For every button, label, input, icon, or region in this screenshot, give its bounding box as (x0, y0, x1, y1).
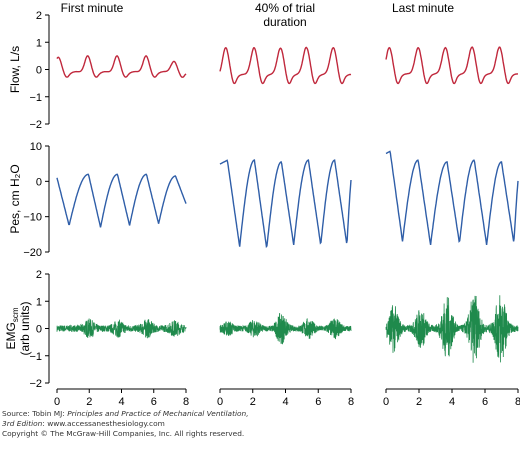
x-tick-label: 2 (250, 396, 256, 408)
pes-y-tick-label: 0 (36, 176, 42, 188)
x-tick-label: 6 (151, 396, 157, 408)
flow-y-tick-label: 1 (36, 37, 42, 49)
pes-trace-2 (219, 159, 352, 249)
x-axis-label: Time, seconds (246, 407, 324, 408)
column-title-3: Last minute (392, 1, 454, 15)
pes-trace-3 (385, 150, 519, 246)
flow-y-label: Flow, L/s (8, 46, 22, 93)
emg-y-tick-label: −2 (29, 378, 42, 390)
source-line-3: Copyright © The McGraw-Hill Companies, I… (2, 429, 245, 438)
emg-trace-2 (219, 313, 352, 345)
pes-y-tick-label: 10 (30, 141, 42, 153)
x-tick-label: 4 (449, 396, 455, 408)
x-tick-label: 0 (217, 396, 223, 408)
column-title-2-line-2: duration (263, 15, 306, 29)
flow-y-tick-label: −1 (29, 92, 42, 104)
emg-trace-3 (385, 295, 519, 363)
pes-y-tick-label: −10 (23, 212, 42, 224)
emg-y-label-subscript: scm (11, 307, 20, 322)
column-title-2-line-1: 40% of trial (255, 1, 315, 15)
x-tick-label: 0 (54, 396, 60, 408)
emg-y-tick-label: 0 (36, 324, 42, 336)
x-tick-label: 8 (515, 396, 520, 408)
x-tick-label: 4 (118, 396, 124, 408)
emg-y-tick-label: 2 (36, 269, 42, 281)
x-tick-label: 4 (282, 396, 288, 408)
pes-y-tick-label: −20 (23, 247, 42, 259)
x-tick-label: 0 (383, 396, 389, 408)
emg-y-tick-label: −1 (29, 351, 42, 363)
x-tick-label: 2 (416, 396, 422, 408)
flow-y-tick-label: 2 (36, 10, 42, 22)
x-tick-label: 6 (315, 396, 321, 408)
x-tick-label: 8 (348, 396, 354, 408)
flow-y-tick-label: −2 (29, 119, 42, 131)
emg-y-label-line-2: (arb units) (18, 301, 32, 355)
x-tick-label: 6 (482, 396, 488, 408)
emg-y-tick-label: 1 (36, 296, 42, 308)
emg-trace-1 (56, 318, 187, 339)
x-tick-label: 8 (183, 396, 189, 408)
column-title-1: First minute (61, 1, 124, 15)
flow-y-tick-label: 0 (36, 65, 42, 77)
flow-trace-3 (385, 46, 518, 85)
source-line-1: Source: Tobin MJ: Principles and Practic… (2, 409, 249, 418)
pes-y-label: Pes, cm H₂O (8, 164, 22, 233)
flow-trace-2 (219, 46, 352, 85)
x-tick-label: 2 (86, 396, 92, 408)
pes-trace-1 (56, 173, 187, 228)
flow-trace-1 (56, 55, 187, 78)
source-line-2: 3rd Edition: www.accessanesthesiology.co… (2, 419, 165, 428)
